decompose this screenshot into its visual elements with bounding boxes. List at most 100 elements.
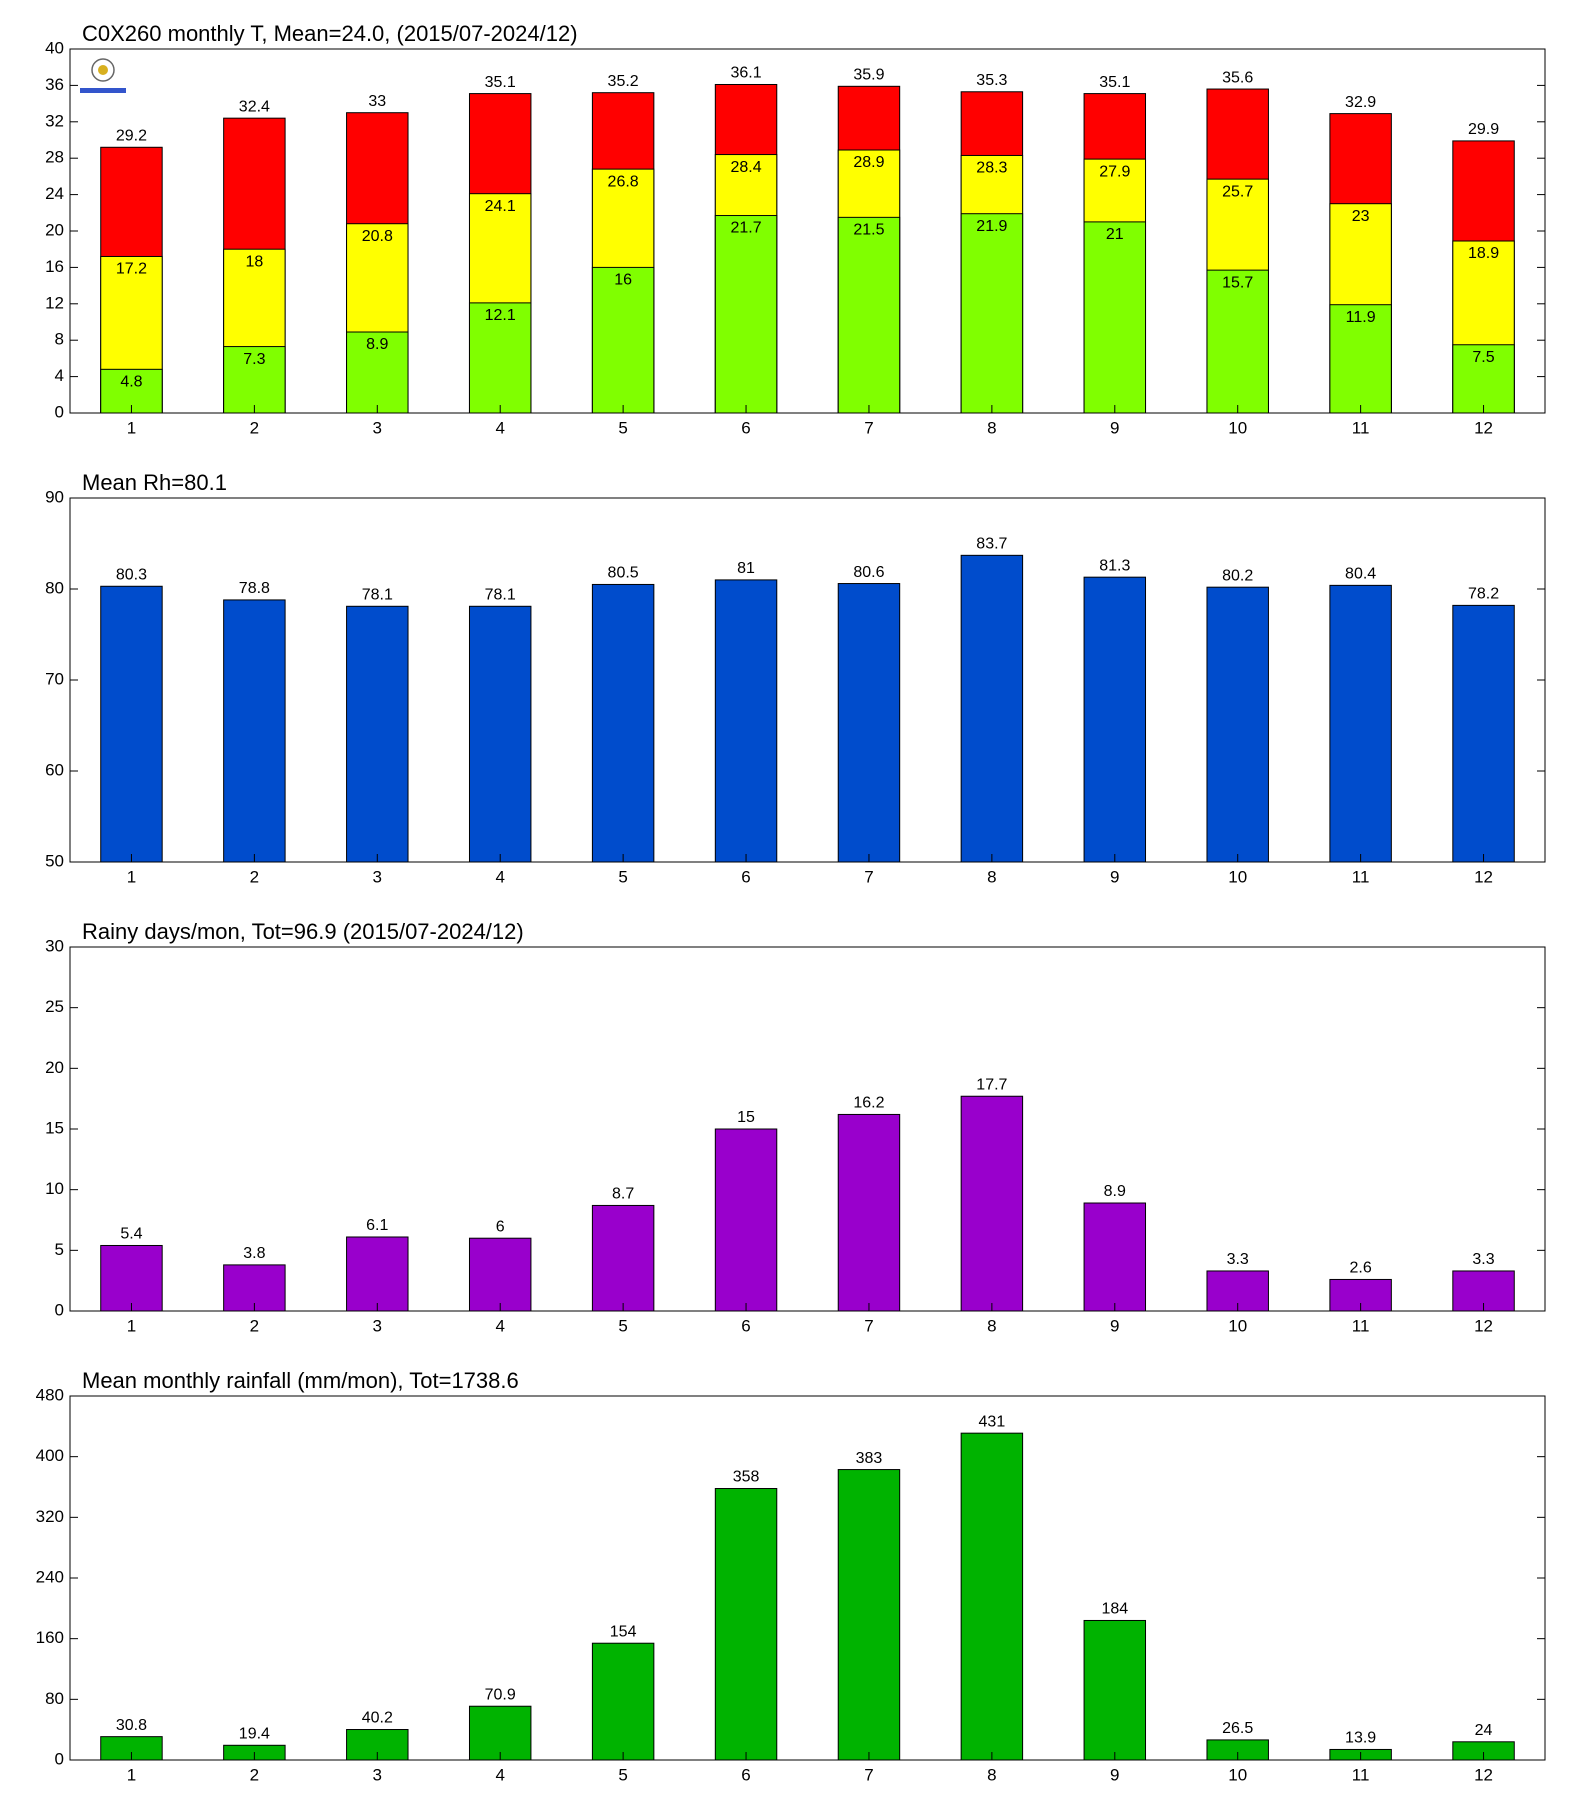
- x-tick-label: 1: [127, 1765, 136, 1784]
- y-tick-label: 90: [45, 487, 64, 506]
- bar: [100, 1244, 163, 1312]
- y-tick-label: 80: [45, 1689, 64, 1708]
- value-label: 184: [1101, 1601, 1128, 1618]
- x-tick-label: 3: [373, 1316, 382, 1335]
- x-tick-label: 4: [495, 867, 504, 886]
- bar: [591, 1204, 655, 1312]
- bar: [1206, 586, 1269, 863]
- chart-title: C0X260 monthly T, Mean=24.0, (2015/07-20…: [82, 21, 578, 46]
- bar: [223, 599, 286, 863]
- value-label: 15: [737, 1109, 755, 1126]
- bar: [1329, 584, 1392, 863]
- bar: [468, 1237, 532, 1312]
- bar: [714, 1128, 778, 1312]
- value-label: 154: [610, 1623, 637, 1640]
- value-label: 35.6: [1222, 69, 1253, 86]
- value-label: 11.9: [1346, 309, 1376, 326]
- y-tick-label: 60: [45, 760, 64, 779]
- y-tick-label: 0: [55, 402, 64, 421]
- x-tick-label: 12: [1474, 1316, 1493, 1335]
- x-tick-label: 12: [1474, 867, 1493, 886]
- x-tick-label: 11: [1352, 1765, 1370, 1784]
- value-label: 6: [496, 1218, 505, 1235]
- x-tick-label: 5: [618, 1765, 627, 1784]
- value-label: 3.3: [1472, 1251, 1494, 1268]
- x-tick-label: 2: [250, 1316, 259, 1335]
- x-tick-label: 2: [250, 1765, 259, 1784]
- x-tick-label: 5: [618, 1316, 627, 1335]
- value-label: 8.7: [612, 1186, 634, 1203]
- bar: [1083, 1619, 1147, 1761]
- y-tick-label: 24: [45, 184, 64, 203]
- value-label: 12.1: [485, 307, 516, 324]
- x-tick-label: 6: [741, 867, 750, 886]
- x-tick-label: 6: [741, 1316, 750, 1335]
- plot-frame: [69, 1395, 1546, 1761]
- y-tick-label: 25: [45, 997, 64, 1016]
- value-label: 32.4: [239, 98, 270, 115]
- y-tick-label: 40: [45, 38, 64, 57]
- bar: [714, 1488, 778, 1761]
- y-tick-label: 160: [36, 1628, 64, 1647]
- value-label: 83.7: [976, 536, 1007, 553]
- x-tick-label: 12: [1474, 1765, 1493, 1784]
- value-label: 81: [737, 560, 755, 577]
- x-tick-label: 7: [864, 418, 873, 437]
- bar: [714, 579, 778, 863]
- plot-frame: [69, 497, 1546, 863]
- value-label: 24.1: [485, 198, 516, 215]
- x-tick-label: 9: [1110, 1765, 1119, 1784]
- bar: [591, 1642, 655, 1761]
- x-tick-label: 2: [250, 418, 259, 437]
- y-tick-label: 8: [55, 330, 64, 349]
- value-label: 78.1: [485, 587, 516, 604]
- value-label: 16: [614, 272, 632, 289]
- x-tick-label: 11: [1352, 418, 1370, 437]
- y-tick-label: 36: [45, 75, 64, 94]
- value-label: 8.9: [366, 336, 388, 353]
- value-label: 21.5: [853, 222, 884, 239]
- y-tick-label: 20: [45, 220, 64, 239]
- bar: [100, 585, 163, 863]
- value-label: 28.3: [976, 160, 1007, 177]
- x-tick-label: 7: [864, 867, 873, 886]
- x-tick-label: 10: [1228, 1765, 1247, 1784]
- y-tick-label: 50: [45, 851, 64, 870]
- x-tick-label: 2: [250, 867, 259, 886]
- value-label: 26.5: [1222, 1720, 1253, 1737]
- value-label: 8.9: [1104, 1183, 1126, 1200]
- value-label: 35.1: [485, 74, 516, 91]
- value-label: 431: [979, 1413, 1006, 1430]
- bar: [1083, 576, 1147, 863]
- x-tick-label: 8: [987, 1765, 996, 1784]
- value-label: 78.1: [362, 587, 393, 604]
- y-tick-label: 28: [45, 148, 64, 167]
- y-tick-label: 10: [45, 1179, 64, 1198]
- chart-title: Mean monthly rainfall (mm/mon), Tot=1738…: [82, 1368, 519, 1393]
- value-label: 24: [1475, 1722, 1493, 1739]
- value-label: 40.2: [362, 1710, 393, 1727]
- x-tick-label: 12: [1474, 418, 1493, 437]
- value-label: 35.3: [976, 72, 1007, 89]
- x-tick-label: 7: [864, 1316, 873, 1335]
- x-tick-label: 1: [127, 1316, 136, 1335]
- value-label: 78.8: [239, 580, 270, 597]
- y-tick-label: 480: [36, 1385, 64, 1404]
- bar: [1452, 344, 1515, 414]
- value-label: 21.7: [730, 220, 761, 237]
- bar: [960, 1095, 1024, 1312]
- bar: [837, 583, 901, 863]
- x-tick-label: 8: [987, 1316, 996, 1335]
- value-label: 35.9: [853, 67, 884, 84]
- value-label: 28.4: [730, 159, 761, 176]
- value-label: 80.3: [116, 566, 147, 583]
- value-label: 7.3: [243, 351, 265, 368]
- x-tick-label: 11: [1352, 1316, 1370, 1335]
- y-tick-label: 4: [55, 366, 64, 385]
- chart-title: Mean Rh=80.1: [82, 470, 227, 495]
- value-label: 28.9: [853, 154, 884, 171]
- bar: [960, 1432, 1024, 1761]
- x-tick-label: 5: [618, 867, 627, 886]
- bar: [468, 605, 532, 863]
- value-label: 17.7: [976, 1076, 1007, 1093]
